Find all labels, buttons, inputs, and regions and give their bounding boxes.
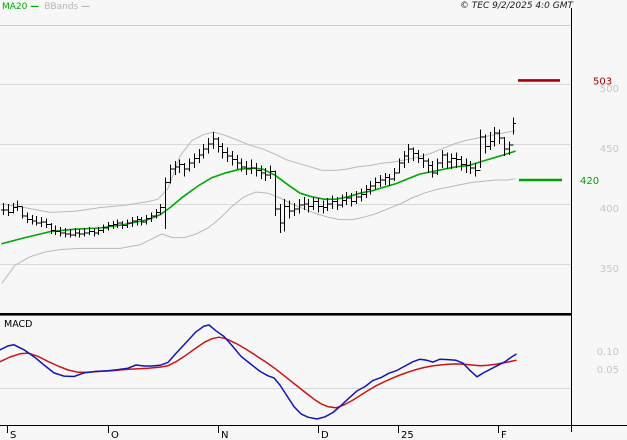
month-label-O: O — [111, 430, 119, 440]
legend-bbands: BBands — — [44, 2, 90, 12]
bbands-line-swatch: — — [81, 2, 90, 12]
price-tick-label-400: 400 — [600, 204, 619, 215]
macd-tick-label-0.05: 0.05 — [597, 365, 619, 376]
panel-separator — [0, 313, 571, 316]
ma20-line — [1, 150, 516, 245]
legend-ma20-label: MA20 — [2, 2, 28, 12]
ma20-line-swatch: — — [30, 2, 39, 12]
month-label-F: F — [501, 430, 507, 440]
price-tick-label-350: 350 — [600, 264, 619, 275]
macd-panel-label: MACD — [4, 319, 33, 330]
month-label-25: 25 — [401, 430, 414, 440]
level-label-420: 420 — [580, 176, 599, 187]
bollinger-lower-band — [1, 178, 516, 284]
macd-signal-line — [0, 336, 517, 409]
month-label-N: N — [221, 430, 228, 440]
price-tick-label-450: 450 — [600, 144, 619, 155]
bollinger-upper-band — [1, 130, 516, 213]
indicator-legend: MA20 — BBands — — [2, 1, 95, 13]
ohlc-bars — [1, 117, 516, 238]
level-label-503: 503 — [593, 76, 612, 87]
month-label-S: S — [10, 430, 16, 440]
legend-bbands-label: BBands — [44, 2, 79, 12]
month-label-D: D — [321, 430, 329, 440]
copyright-text: © TEC 9/2/2025 4:0 GMT — [459, 1, 573, 11]
macd-tick-label-0.10: 0.10 — [597, 347, 619, 358]
price-tick-label-500: 500 — [600, 84, 619, 95]
macd-main-line — [0, 324, 517, 420]
legend-ma20: MA20 — — [2, 2, 39, 12]
